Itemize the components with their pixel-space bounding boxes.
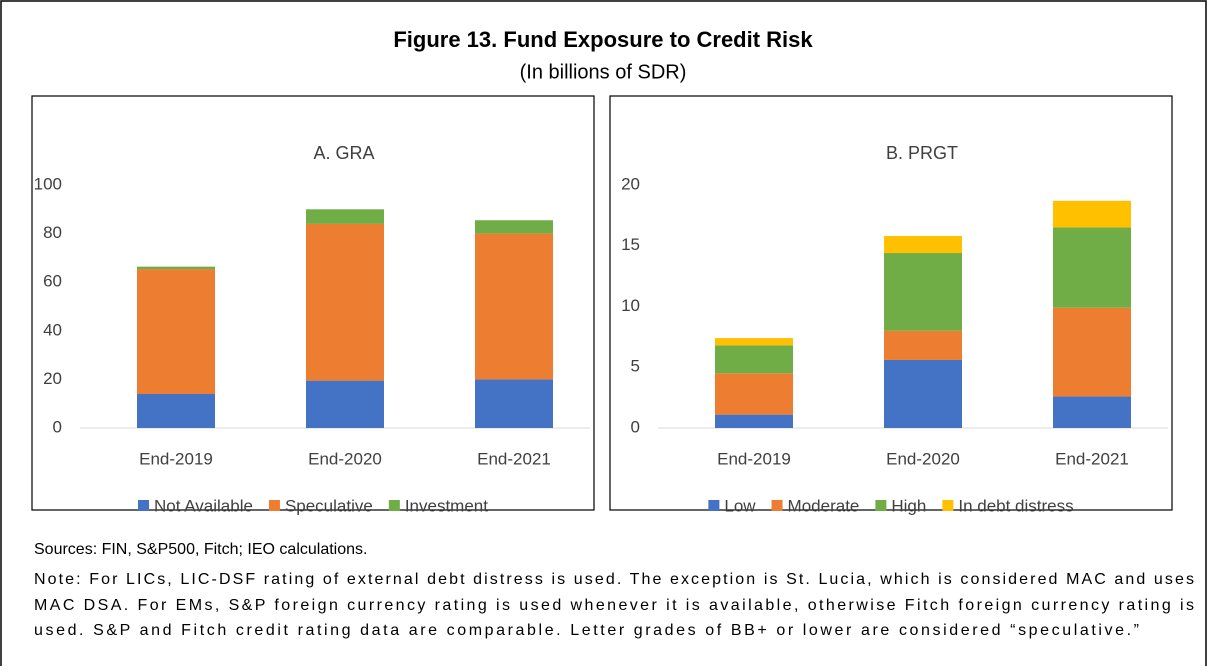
y-tick-label: 10 (621, 296, 640, 315)
legend-swatch (388, 500, 400, 511)
y-tick-label: 40 (43, 320, 62, 339)
bar-segment (137, 269, 215, 394)
panel-border (31, 95, 595, 511)
legend-swatch (771, 500, 783, 511)
legend-label: In debt distress (958, 496, 1073, 515)
bar-segment (475, 379, 553, 428)
x-tick-label: End-2019 (139, 449, 213, 468)
bar-segment (1053, 396, 1131, 428)
legend-label: Moderate (788, 496, 860, 515)
panel-border (609, 95, 1173, 511)
bar-segment (884, 359, 962, 428)
bar-segment (884, 330, 962, 360)
y-tick-label: 0 (631, 417, 640, 436)
x-tick-label: End-2021 (1055, 449, 1129, 468)
panel-title: A. GRA (313, 143, 374, 163)
bar-segment (475, 233, 553, 380)
sources: Sources: FIN, S&P500, Fitch; IEO calcula… (34, 541, 367, 558)
panel-title: B. PRGT (886, 143, 958, 163)
legend-swatch (138, 500, 150, 511)
legend-swatch (942, 500, 954, 511)
bar-segment (1053, 200, 1131, 228)
x-tick-label: End-2020 (886, 449, 960, 468)
legend-label: Speculative (285, 496, 373, 515)
y-tick-label: 5 (631, 357, 640, 376)
bar-segment (137, 266, 215, 270)
bar-segment (306, 223, 384, 381)
bar-segment (306, 380, 384, 428)
bar-segment (715, 373, 793, 415)
figure-title: Figure 13. Fund Exposure to Credit Risk (393, 27, 813, 52)
note-line: Note: For LICs, LIC-DSF rating of extern… (34, 571, 1194, 588)
y-tick-label: 20 (621, 174, 640, 193)
bar-segment (884, 253, 962, 331)
legend-label: Low (724, 496, 756, 515)
figure-subtitle: (In billions of SDR) (520, 61, 687, 83)
bar-segment (137, 393, 215, 428)
legend-label: Not Available (154, 496, 253, 515)
legend-label: Investment (405, 496, 488, 515)
bar-segment (475, 220, 553, 234)
y-tick-label: 100 (34, 174, 62, 193)
bar-segment (884, 236, 962, 254)
x-tick-label: End-2021 (477, 449, 551, 468)
x-tick-label: End-2019 (717, 449, 791, 468)
y-tick-label: 80 (43, 223, 62, 242)
bar-segment (715, 338, 793, 346)
bar-segment (1053, 227, 1131, 308)
note-line: MAC DSA. For EMs, S&P foreign currency r… (34, 597, 1194, 614)
y-tick-label: 20 (43, 369, 62, 388)
legend-swatch (268, 500, 280, 511)
bar-segment (715, 345, 793, 374)
x-tick-label: End-2020 (308, 449, 382, 468)
bar-segment (1053, 307, 1131, 397)
legend-swatch (708, 500, 720, 511)
y-tick-label: 15 (621, 235, 640, 254)
note-line: used. S&P and Fitch credit rating data a… (34, 622, 1139, 639)
bar-segment (715, 414, 793, 428)
y-tick-label: 60 (43, 272, 62, 291)
y-tick-label: 0 (53, 417, 62, 436)
bar-segment (306, 209, 384, 224)
legend-swatch (875, 500, 887, 511)
legend-label: High (891, 496, 926, 515)
